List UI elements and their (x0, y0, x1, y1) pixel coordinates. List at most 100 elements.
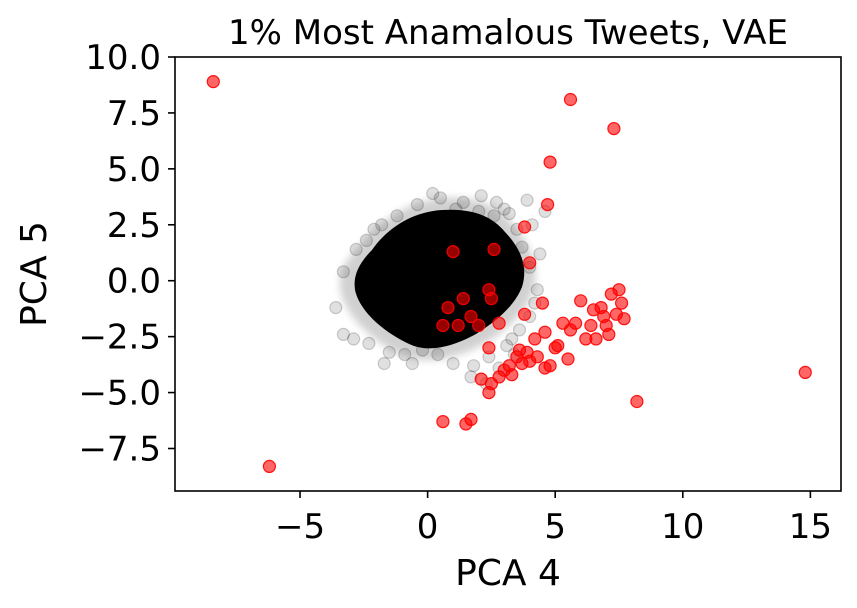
y-tick-label: 5.0 (107, 150, 161, 190)
plot-frame (174, 56, 842, 492)
data-point-s0-45 (405, 356, 419, 371)
data-point-s1-12 (441, 301, 455, 315)
x-axis: −5 0 5 10 15 (275, 491, 832, 547)
data-point-s1-57 (597, 309, 611, 324)
x-axis-label: PCA 4 (455, 553, 561, 594)
data-point-s1-16 (464, 309, 478, 324)
data-point-s0-28 (354, 283, 368, 297)
data-point-s1-7 (523, 256, 537, 270)
y-axis: −7.5 −5.0 −2.5 0.0 2.5 5.0 7.5 10.0 (78, 38, 175, 469)
data-point-s1-14 (436, 318, 450, 333)
data-point-s1-13 (456, 292, 470, 306)
data-point-s1-62 (464, 412, 478, 426)
data-point-s1-50 (505, 368, 519, 382)
data-point-s0-11 (500, 339, 514, 353)
x-tick-label: −5 (275, 507, 325, 547)
data-point-s1-36 (561, 352, 575, 366)
data-point-s1-9 (487, 242, 501, 256)
data-point-s1-20 (535, 296, 550, 310)
data-point-s1-8 (446, 245, 460, 259)
data-point-s1-5 (540, 198, 555, 212)
data-point-s0-27 (336, 265, 350, 279)
data-point-s0-31 (497, 202, 511, 216)
data-point-s0-21 (456, 195, 470, 209)
y-tick-label: 10.0 (85, 38, 161, 78)
data-point-s1-59 (630, 394, 644, 409)
y-axis-label: PCA 5 (14, 221, 55, 327)
data-point-s0-0 (329, 301, 343, 315)
data-point-s1-47 (482, 386, 496, 400)
data-point-s1-15 (451, 318, 465, 333)
y-tick-label: −2.5 (78, 318, 161, 358)
data-point-s0-18 (502, 207, 516, 221)
data-point-s0-2 (347, 332, 361, 346)
data-point-s0-22 (433, 191, 447, 205)
data-point-s0-12 (512, 323, 527, 337)
data-point-s0-40 (359, 233, 373, 247)
data-point-s1-48 (474, 372, 488, 386)
data-point-s0-47 (472, 204, 486, 218)
data-point-s1-24 (574, 294, 588, 308)
red-points (206, 74, 812, 473)
data-point-s1-17 (472, 318, 486, 333)
data-point-s1-51 (512, 343, 527, 357)
data-point-s1-29 (614, 296, 629, 310)
x-tick-label: 15 (789, 507, 832, 547)
data-point-s0-41 (375, 218, 389, 232)
data-point-s1-21 (538, 325, 552, 339)
data-point-s1-2 (563, 92, 578, 107)
x-tick-label: 5 (544, 507, 566, 547)
data-point-s1-55 (515, 356, 529, 371)
plot-area (206, 74, 812, 473)
data-point-s0-1 (336, 327, 350, 341)
data-point-s1-18 (492, 316, 506, 330)
data-point-s0-25 (367, 222, 381, 236)
data-point-s0-32 (426, 186, 440, 201)
data-point-s0-20 (474, 189, 488, 203)
data-point-s0-42 (449, 202, 463, 216)
data-point-s1-52 (528, 332, 542, 346)
black-point-cloud-halo (339, 197, 536, 361)
data-point-s1-63 (798, 365, 812, 379)
data-point-s1-58 (617, 312, 631, 326)
data-point-s0-7 (431, 347, 445, 362)
data-point-s1-39 (538, 361, 552, 375)
data-point-s0-8 (446, 356, 460, 371)
data-point-s0-16 (515, 240, 529, 254)
data-point-s1-28 (612, 283, 626, 297)
y-tick-label: 2.5 (107, 206, 161, 246)
data-point-s1-56 (602, 327, 616, 341)
data-point-s1-60 (436, 415, 450, 429)
data-point-s1-1 (262, 459, 276, 473)
data-point-s0-23 (410, 198, 424, 212)
data-point-s1-35 (563, 323, 578, 337)
data-point-s1-11 (484, 292, 498, 306)
data-point-s0-5 (398, 347, 412, 362)
data-point-s1-53 (548, 341, 562, 355)
data-point-s1-19 (517, 307, 532, 321)
data-point-s1-34 (579, 332, 593, 346)
data-point-s0-33 (377, 356, 391, 371)
chart-title: 1% Most Anamalous Tweets, VAE (228, 13, 788, 53)
data-point-s0-30 (520, 193, 534, 207)
data-point-s1-49 (482, 341, 496, 355)
data-point-s0-14 (530, 283, 544, 297)
x-tick-label: 0 (417, 507, 439, 547)
data-point-s0-9 (467, 359, 481, 373)
y-tick-label: 0.0 (107, 262, 161, 302)
x-tick-label: 10 (661, 507, 704, 547)
data-point-s0-4 (382, 345, 396, 359)
data-point-s0-6 (415, 343, 430, 357)
data-point-s0-26 (349, 242, 363, 256)
y-tick-label: 7.5 (107, 94, 161, 134)
data-point-s1-0 (206, 74, 220, 89)
y-tick-label: −5.0 (78, 374, 161, 414)
data-point-s0-44 (505, 332, 519, 346)
data-point-s0-3 (362, 336, 376, 350)
data-point-s1-6 (517, 220, 532, 234)
data-point-s1-30 (584, 318, 598, 333)
data-point-s0-43 (487, 209, 501, 223)
data-point-s0-29 (533, 247, 547, 261)
data-point-s0-24 (390, 209, 404, 223)
